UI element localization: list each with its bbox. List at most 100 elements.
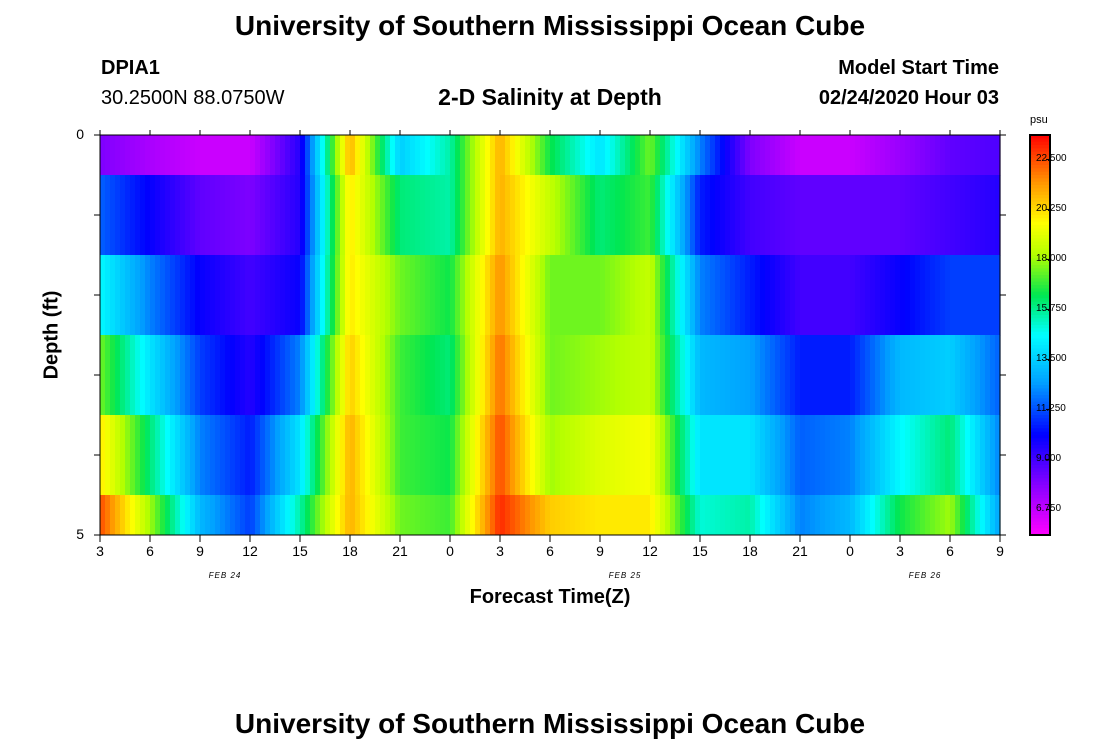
heatmap-cell xyxy=(245,175,251,256)
heatmap-cell xyxy=(440,135,446,176)
heatmap-cell xyxy=(460,135,466,176)
heatmap-cell xyxy=(395,175,401,256)
heatmap-cell xyxy=(825,495,831,536)
heatmap-cell xyxy=(705,335,711,416)
heatmap-cell xyxy=(955,175,961,256)
heatmap-cell xyxy=(465,135,471,176)
heatmap-cell xyxy=(210,415,216,496)
heatmap-cell xyxy=(530,135,536,176)
heatmap-cell xyxy=(835,415,841,496)
heatmap-cell xyxy=(380,495,386,536)
heatmap-cell xyxy=(895,135,901,176)
heatmap-cell xyxy=(140,175,146,256)
heatmap-cell xyxy=(460,415,466,496)
heatmap-cell xyxy=(110,335,116,416)
heatmap-cell xyxy=(930,135,936,176)
heatmap-cell xyxy=(815,335,821,416)
heatmap-cell xyxy=(790,335,796,416)
heatmap-cell xyxy=(460,495,466,536)
heatmap-cell xyxy=(260,175,266,256)
colorbar-strip xyxy=(1030,305,1050,309)
heatmap-cell xyxy=(505,175,511,256)
heatmap-cell xyxy=(385,495,391,536)
heatmap-cell xyxy=(610,255,616,336)
heatmap-cell xyxy=(440,415,446,496)
colorbar-strip xyxy=(1030,448,1050,453)
heatmap-cell xyxy=(325,335,331,416)
heatmap-cell xyxy=(315,335,321,416)
heatmap-cell xyxy=(740,335,746,416)
heatmap-cell xyxy=(230,255,236,336)
heatmap-cell xyxy=(910,335,916,416)
heatmap-cell xyxy=(855,255,861,336)
heatmap-cell xyxy=(955,415,961,496)
heatmap-cell xyxy=(905,415,911,496)
colorbar-strip xyxy=(1030,315,1050,319)
heatmap-cell xyxy=(215,415,221,496)
heatmap-cell xyxy=(680,255,686,336)
heatmap-cell xyxy=(170,415,176,496)
heatmap-cell xyxy=(400,415,406,496)
heatmap-cell xyxy=(685,175,691,256)
heatmap-cell xyxy=(130,255,136,336)
heatmap-cell xyxy=(155,255,161,336)
x-tick-label: 12 xyxy=(642,543,658,559)
heatmap-cell xyxy=(260,495,266,536)
heatmap-cell xyxy=(650,415,656,496)
heatmap-cell xyxy=(320,255,326,336)
heatmap-cell xyxy=(225,255,231,336)
heatmap-cell xyxy=(835,255,841,336)
heatmap-cell xyxy=(700,135,706,176)
x-tick-label: 3 xyxy=(496,543,504,559)
heatmap-cell xyxy=(900,135,906,176)
colorbar-strip xyxy=(1030,378,1050,383)
heatmap-cell xyxy=(220,495,226,536)
colorbar-strip xyxy=(1030,221,1050,226)
heatmap-cell xyxy=(670,415,676,496)
heatmap-cell xyxy=(630,495,636,536)
heatmap-cell xyxy=(355,335,361,416)
heatmap-cell xyxy=(995,495,1001,536)
heatmap-cell xyxy=(360,495,366,536)
colorbar-strip xyxy=(1030,245,1050,249)
heatmap-cell xyxy=(460,335,466,416)
heatmap-cell xyxy=(930,175,936,256)
heatmap-cell xyxy=(915,255,921,336)
heatmap-cell xyxy=(785,415,791,496)
heatmap-cell xyxy=(985,415,991,496)
heatmap-cell xyxy=(200,415,206,496)
heatmap-cell xyxy=(725,335,731,416)
heatmap-cell xyxy=(505,495,511,536)
heatmap-cell xyxy=(770,175,776,256)
heatmap-cell xyxy=(685,135,691,176)
heatmap-cell xyxy=(965,495,971,536)
heatmap-cell xyxy=(800,255,806,336)
heatmap-cell xyxy=(310,495,316,536)
heatmap-cell xyxy=(150,135,156,176)
heatmap-cell xyxy=(160,335,166,416)
heatmap-cell xyxy=(435,335,441,416)
station-coords: 30.2500N 88.0750W xyxy=(101,87,285,109)
heatmap-cell xyxy=(730,415,736,496)
colorbar-strip xyxy=(1030,425,1050,429)
heatmap-cell xyxy=(985,335,991,416)
heatmap-cell xyxy=(125,495,131,536)
heatmap-cell xyxy=(920,335,926,416)
heatmap-cell xyxy=(605,415,611,496)
heatmap-cell xyxy=(625,495,631,536)
heatmap-cell xyxy=(390,335,396,416)
colorbar-strip xyxy=(1030,381,1050,386)
heatmap-cell xyxy=(475,255,481,336)
heatmap-cell xyxy=(985,135,991,176)
heatmap-cell xyxy=(700,255,706,336)
heatmap-cell xyxy=(640,495,646,536)
colorbar-strip xyxy=(1030,491,1050,496)
heatmap-cell xyxy=(500,495,506,536)
colorbar-strip xyxy=(1030,265,1050,269)
heatmap-cell xyxy=(550,255,556,336)
heatmap-cell xyxy=(845,335,851,416)
heatmap-cell xyxy=(480,135,486,176)
heatmap-cell xyxy=(995,335,1001,416)
colorbar-strip xyxy=(1030,178,1050,183)
heatmap-cell xyxy=(660,495,666,536)
